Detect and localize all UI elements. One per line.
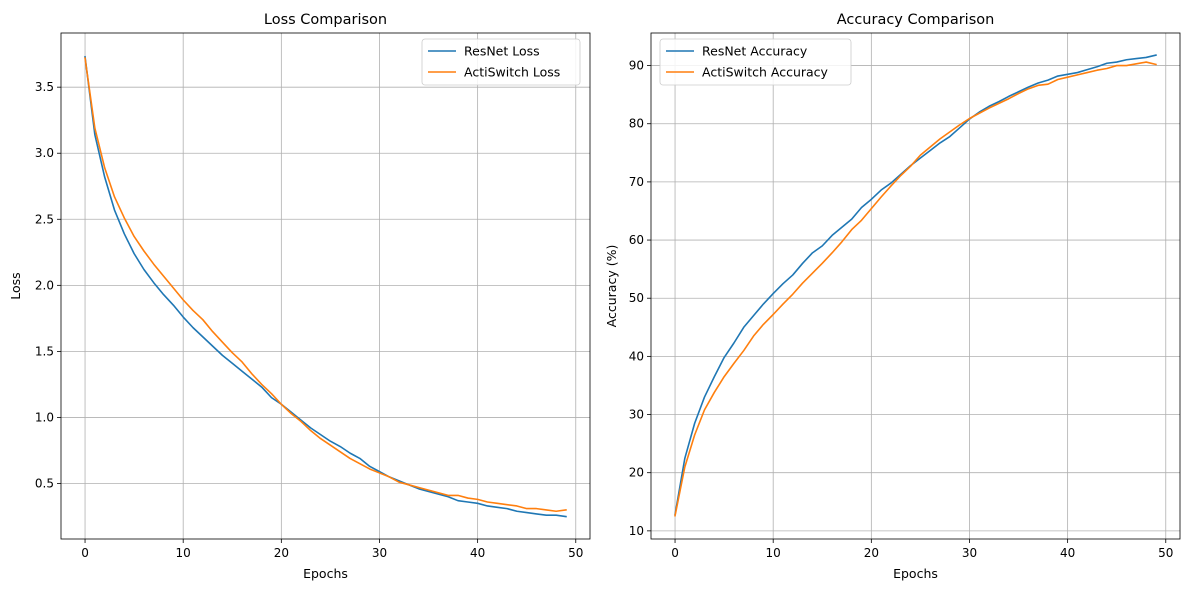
loss-y-tick-label: 1.0 <box>35 410 54 424</box>
accuracy-legend-box <box>659 38 852 86</box>
accuracy-y-tick-label: 40 <box>629 349 644 363</box>
accuracy-chart-title: Accuracy Comparison <box>837 12 995 28</box>
accuracy-x-tick-label: 40 <box>1060 546 1075 560</box>
accuracy-y-tick-label: 20 <box>629 466 644 480</box>
accuracy-y-tick-label: 70 <box>629 175 644 189</box>
loss-y-tick-label: 3.0 <box>35 146 54 160</box>
accuracy-x-axis-label: Epochs <box>893 566 938 581</box>
accuracy-x-tick-label: 20 <box>864 546 879 560</box>
accuracy-y-tick-label: 80 <box>629 117 644 131</box>
loss-y-tick-label: 2.0 <box>35 278 54 292</box>
accuracy-y-tick-label: 10 <box>629 524 644 538</box>
accuracy-y-tick-label: 50 <box>629 291 644 305</box>
loss-legend-label-1: ActiSwitch Loss <box>464 65 560 80</box>
loss-y-tick-label: 1.5 <box>35 344 54 358</box>
accuracy-legend-label-0: ResNet Accuracy <box>702 44 808 59</box>
loss-axes-frame <box>60 32 591 540</box>
loss-y-tick-label: 3.5 <box>35 80 54 94</box>
accuracy-legend-label-1: ActiSwitch Accuracy <box>702 65 829 80</box>
loss-x-tick-label: 40 <box>470 546 485 560</box>
loss-series-line-1 <box>84 57 567 513</box>
loss-y-tick-label: 0.5 <box>35 477 54 491</box>
accuracy-x-tick-label: 50 <box>1158 546 1173 560</box>
accuracy-x-tick-label: 30 <box>962 546 977 560</box>
loss-legend-box <box>421 38 581 86</box>
accuracy-axes-frame <box>650 32 1181 540</box>
accuracy-y-tick-label: 90 <box>629 59 644 73</box>
accuracy-y-tick-label: 60 <box>629 233 644 247</box>
loss-legend-label-0: ResNet Loss <box>464 44 540 59</box>
loss-x-tick-label: 10 <box>176 546 191 560</box>
accuracy-x-tick-label: 10 <box>766 546 781 560</box>
loss-chart-title: Loss Comparison <box>264 12 387 28</box>
loss-series-line-0 <box>84 55 567 518</box>
accuracy-chart-panel: 0 10 20 30 40 50 10 20 30 40 50 60 70 80 90 Accuracy Co… <box>604 12 1181 581</box>
loss-chart-panel: 0 10 20 30 40 50 0.5 1.0 1.5 2.0 2.5 3.0 3.5 Loss Com… <box>8 12 591 581</box>
loss-y-axis-label: Loss <box>8 272 23 299</box>
loss-legend: ResNet Loss ActiSwitch Loss <box>421 38 581 86</box>
loss-x-tick-label: 20 <box>274 546 289 560</box>
accuracy-series-line-1 <box>674 61 1157 517</box>
accuracy-y-axis-label: Accuracy (%) <box>604 245 619 328</box>
loss-y-tick-label: 2.5 <box>35 212 54 226</box>
loss-x-axis-label: Epochs <box>303 566 348 581</box>
accuracy-x-tick-label: 0 <box>671 546 679 560</box>
accuracy-legend: ResNet Accuracy ActiSwitch Accuracy <box>659 38 852 86</box>
loss-x-tick-label: 50 <box>568 546 583 560</box>
accuracy-y-tick-label: 30 <box>629 408 644 422</box>
loss-x-tick-label: 0 <box>81 546 89 560</box>
loss-x-tick-label: 30 <box>372 546 387 560</box>
